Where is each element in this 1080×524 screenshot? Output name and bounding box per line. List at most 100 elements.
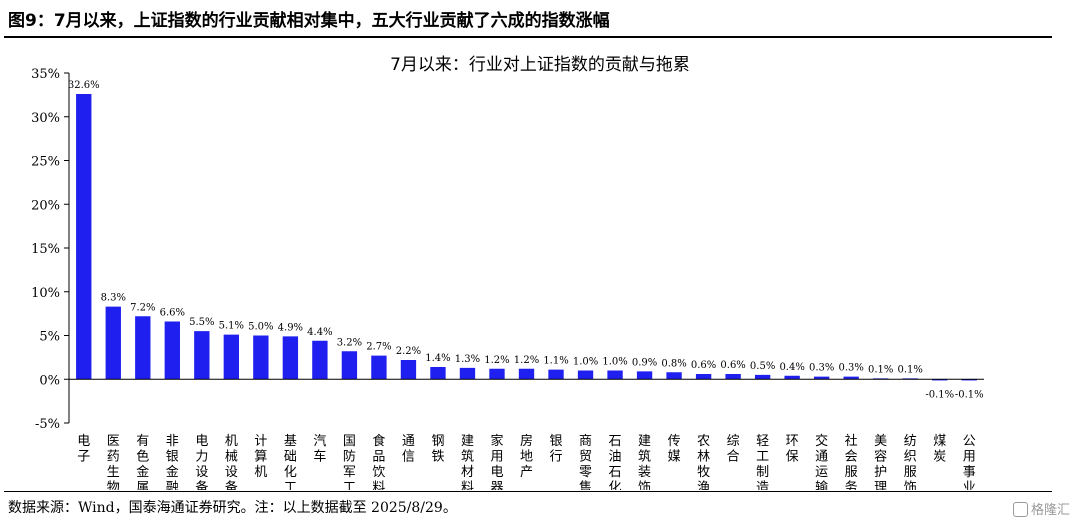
bar [223,334,240,380]
category-label: 商贸零售 [579,434,592,490]
bar [813,376,830,380]
data-label: 0.3% [838,363,863,374]
data-label: 0.5% [750,361,775,372]
category-label: 通信 [402,434,415,465]
data-label: 1.4% [425,353,450,364]
category-label: 有色金属 [136,434,149,490]
bar [253,335,269,380]
figure-title: 图9：7月以来，上证指数的行业贡献相对集中，五大行业贡献了六成的指数涨幅 [8,11,610,31]
y-tick-label: 15% [31,242,60,257]
category-label: 环保 [786,434,799,465]
bar [164,321,180,380]
category-label: 汽车 [313,434,326,465]
data-label: 1.2% [514,355,539,366]
category-label: 国防军工 [343,434,356,490]
data-label: 1.3% [455,354,480,365]
y-tick-label: 35% [31,67,60,82]
data-label: 1.0% [573,357,598,368]
data-label: 0.6% [720,360,745,371]
category-label: 电力设备 [195,434,208,490]
y-tick-label: 30% [31,111,60,126]
data-label: 2.2% [396,346,421,357]
bar [105,306,121,380]
watermark-text: 格隆汇 [1030,503,1070,518]
data-label: 8.3% [101,293,126,304]
category-label: 非银金融 [166,434,179,490]
category-label: 银行 [550,434,563,465]
category-label: 基础化工 [284,434,297,490]
bar [961,379,977,381]
category-label: 医药生物 [107,434,120,490]
bar-chart: 7月以来：行业对上证指数的贡献与拖累 -5% 0% 5% 10% 15% 20% 25% 30… [31,55,984,490]
bar [194,331,210,380]
y-tick-label: 20% [31,198,60,213]
data-label: 4.9% [278,322,303,333]
bar [666,372,682,380]
category-label: 食品饮料 [372,433,385,490]
category-label: 机械设备 [225,434,238,490]
category-label: 美容护理 [874,434,887,490]
bar [459,367,476,380]
category-label: 房地产 [520,433,533,480]
category-label: 交通运输 [815,433,828,490]
source-note: 数据来源：Wind，国泰海通证券研究。注：以上数据截至 2025/8/29。 [8,500,457,516]
y-axis: -5% 0% 5% 10% 15% 20% 25% 30% 35% [31,67,70,432]
category-label: 石油石化 [609,434,622,490]
top-rule [4,36,1052,38]
bar [725,374,741,380]
bar [548,369,564,380]
data-label: 0.8% [661,358,686,369]
data-label: 1.0% [602,357,627,368]
bar [489,368,505,380]
data-label: 1.1% [543,356,568,367]
data-label: 3.2% [337,337,362,348]
y-tick-label: 0% [39,373,60,388]
category-label: 社会服务 [845,433,858,490]
category-label: 电子 [77,434,90,465]
watermark: 格隆汇 [1012,499,1070,518]
category-label: 公用事业 [963,434,976,490]
bar [932,379,948,381]
bar [754,374,771,380]
category-labels: 电子 医药生物 有色金属 非银金融 电力设备 机械设备 计算机 基础化工 汽车 国防军工 食品饮料 通… [77,433,975,490]
data-label: 0.3% [809,363,834,374]
category-label: 计算机 [254,434,267,480]
category-label: 纺织服饰 [904,434,917,490]
bar [400,360,417,380]
y-tick-label: 10% [31,286,60,301]
data-label: 6.6% [160,308,185,319]
data-label: -0.1% [925,389,954,400]
category-label: 煤炭 [933,434,946,465]
bar [695,374,712,380]
watermark-logo-icon [1012,502,1028,517]
category-label: 农林牧渔 [697,434,710,490]
data-label: 0.1% [898,364,923,375]
data-label: 4.4% [307,327,332,338]
data-label: 5.0% [248,322,273,333]
category-label: 建筑材料 [461,434,474,490]
bar [843,376,859,380]
bar [371,355,387,380]
bar [76,94,92,380]
data-label: -0.1% [955,389,984,400]
data-label: 0.4% [779,362,804,373]
y-tick-label: -5% [35,417,60,432]
y-tick-label: 5% [39,330,60,345]
bar [312,340,328,380]
y-tick-label: 25% [31,155,60,170]
bar [135,316,151,380]
data-label: 0.9% [632,357,657,368]
data-labels: 32.6% 8.3% 7.2% 6.6% 5.5% 5.1% 5.0% 4.9% 4.4% 3.2… [68,80,984,400]
bars [76,94,977,381]
data-label: 0.6% [691,360,716,371]
bar [282,336,299,380]
data-label: 32.6% [68,80,100,91]
category-label: 钢铁 [431,434,444,465]
bar [430,367,446,380]
data-label: 5.1% [219,321,244,332]
chart-title: 7月以来：行业对上证指数的贡献与拖累 [390,55,690,75]
data-label: 5.5% [189,317,214,328]
data-label: 2.7% [366,342,391,353]
bar [784,375,800,380]
data-label: 1.2% [484,355,509,366]
